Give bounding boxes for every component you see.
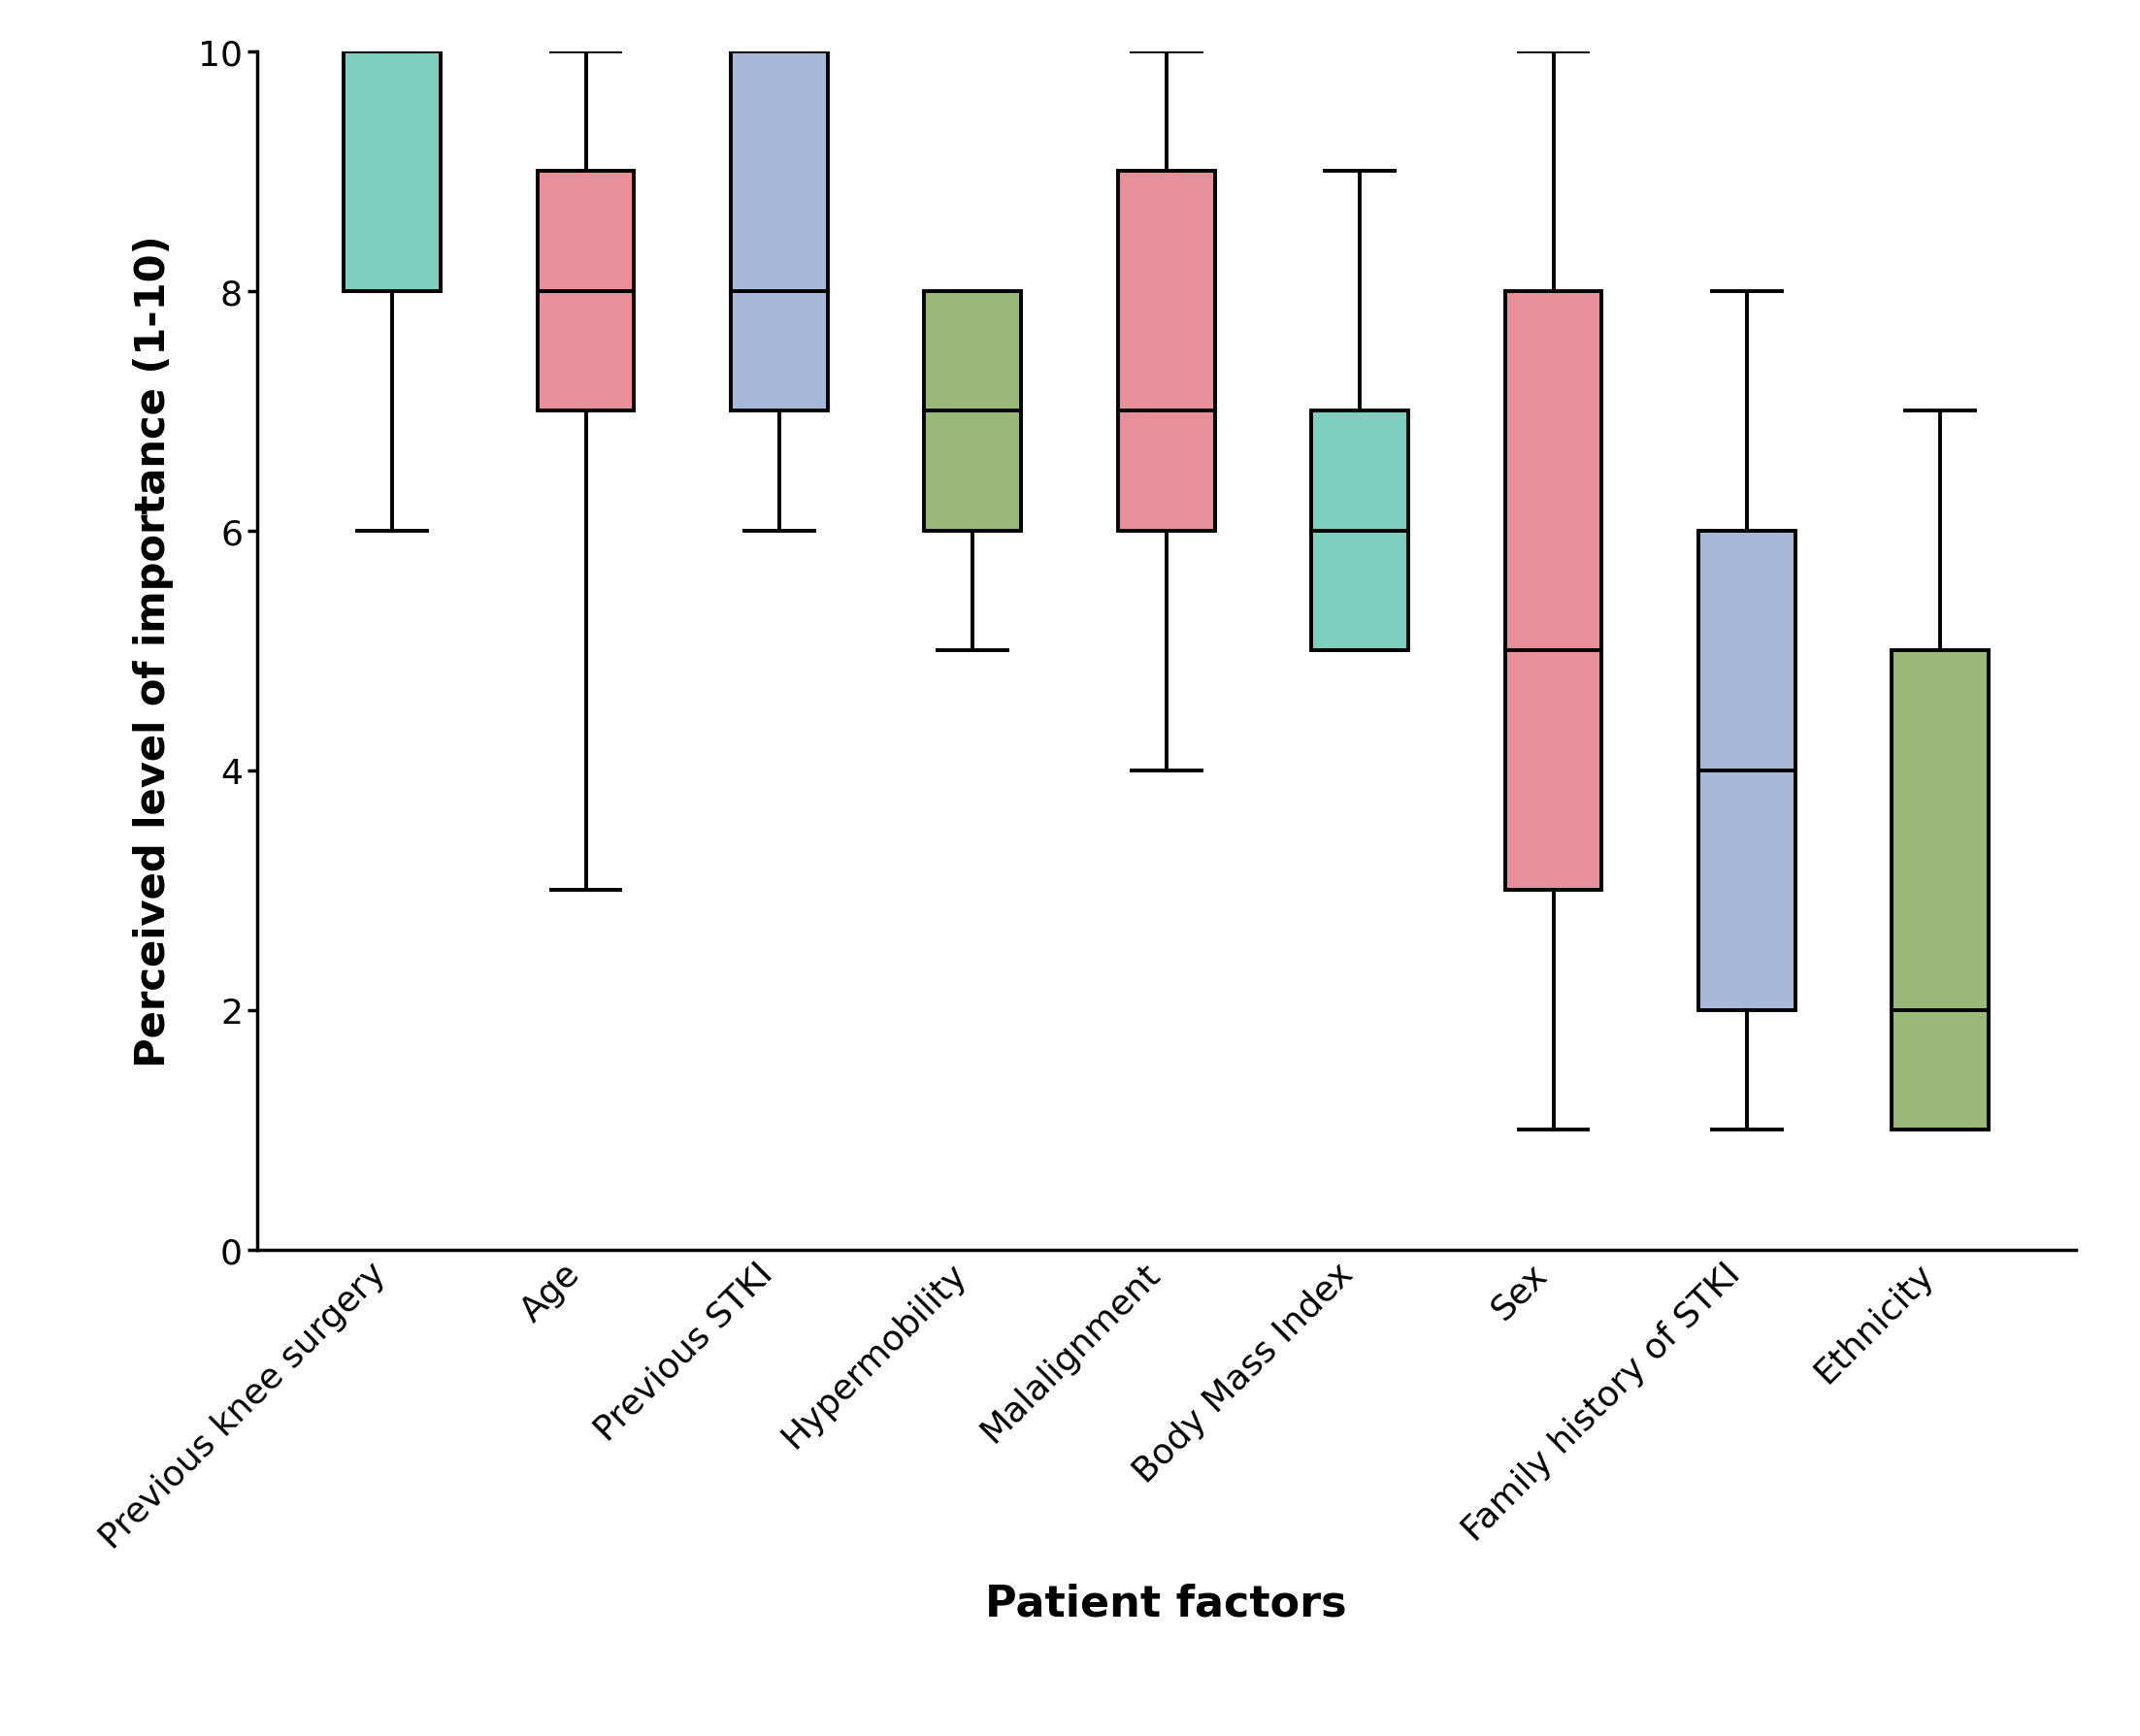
Y-axis label: Perceived level of importance (1-10): Perceived level of importance (1-10) — [133, 234, 173, 1068]
FancyBboxPatch shape — [1312, 411, 1408, 651]
FancyBboxPatch shape — [537, 172, 633, 411]
X-axis label: Patient factors: Patient factors — [987, 1581, 1346, 1623]
FancyBboxPatch shape — [1117, 172, 1216, 531]
FancyBboxPatch shape — [924, 292, 1021, 531]
FancyBboxPatch shape — [732, 52, 828, 411]
FancyBboxPatch shape — [1504, 292, 1601, 891]
FancyBboxPatch shape — [345, 52, 441, 292]
FancyBboxPatch shape — [1699, 531, 1795, 1010]
FancyBboxPatch shape — [1892, 651, 1988, 1130]
